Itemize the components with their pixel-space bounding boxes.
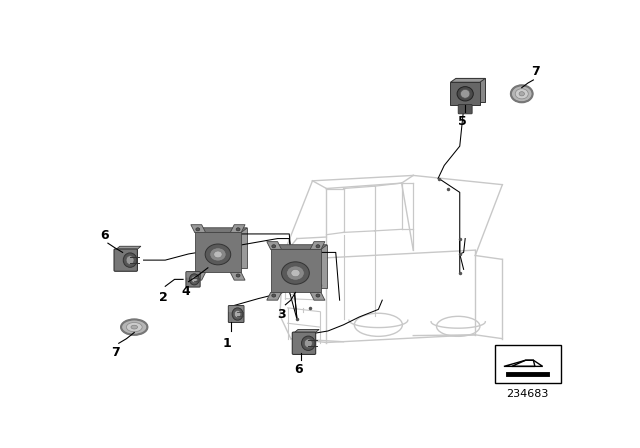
- Polygon shape: [271, 250, 321, 293]
- Ellipse shape: [121, 319, 147, 335]
- Text: 6: 6: [294, 363, 303, 376]
- Ellipse shape: [205, 244, 231, 265]
- Ellipse shape: [515, 89, 528, 99]
- Text: 4: 4: [181, 285, 190, 298]
- Polygon shape: [115, 246, 141, 250]
- Ellipse shape: [196, 274, 200, 277]
- Ellipse shape: [126, 256, 134, 264]
- Ellipse shape: [196, 228, 200, 231]
- Ellipse shape: [214, 251, 222, 258]
- Text: 1: 1: [223, 337, 232, 350]
- Ellipse shape: [124, 253, 137, 267]
- Ellipse shape: [519, 92, 524, 96]
- Ellipse shape: [282, 262, 309, 284]
- Polygon shape: [271, 245, 327, 250]
- FancyBboxPatch shape: [114, 249, 138, 271]
- Ellipse shape: [236, 274, 240, 277]
- Ellipse shape: [236, 228, 240, 231]
- Ellipse shape: [316, 245, 320, 248]
- Polygon shape: [456, 78, 485, 102]
- Polygon shape: [195, 233, 241, 272]
- Ellipse shape: [287, 266, 304, 280]
- Text: 2: 2: [159, 291, 167, 304]
- Ellipse shape: [232, 308, 243, 320]
- Ellipse shape: [234, 310, 241, 318]
- Ellipse shape: [301, 336, 315, 350]
- Polygon shape: [310, 241, 325, 250]
- Ellipse shape: [291, 269, 300, 277]
- Polygon shape: [267, 241, 282, 250]
- Ellipse shape: [131, 325, 138, 329]
- Polygon shape: [293, 329, 319, 333]
- Bar: [495, 345, 561, 383]
- Polygon shape: [230, 225, 245, 233]
- Polygon shape: [277, 245, 327, 288]
- Text: 7: 7: [531, 65, 540, 78]
- Polygon shape: [451, 78, 485, 82]
- Polygon shape: [191, 272, 205, 280]
- FancyBboxPatch shape: [292, 332, 316, 354]
- Polygon shape: [195, 228, 248, 233]
- FancyBboxPatch shape: [186, 271, 200, 287]
- Ellipse shape: [210, 248, 226, 261]
- Polygon shape: [451, 82, 480, 105]
- Polygon shape: [310, 293, 325, 300]
- Polygon shape: [201, 228, 248, 268]
- FancyBboxPatch shape: [228, 306, 244, 312]
- Ellipse shape: [457, 86, 473, 101]
- Ellipse shape: [189, 274, 199, 285]
- Text: 234683: 234683: [506, 389, 548, 400]
- Polygon shape: [191, 225, 205, 233]
- FancyBboxPatch shape: [186, 272, 200, 278]
- Ellipse shape: [126, 323, 142, 332]
- Text: 7: 7: [111, 346, 120, 359]
- Ellipse shape: [511, 85, 532, 102]
- Text: 3: 3: [277, 308, 286, 321]
- Ellipse shape: [460, 90, 470, 98]
- Polygon shape: [230, 272, 245, 280]
- Text: 6: 6: [100, 228, 109, 241]
- Polygon shape: [267, 293, 282, 300]
- Text: 5: 5: [458, 116, 467, 129]
- FancyBboxPatch shape: [228, 306, 244, 323]
- Ellipse shape: [272, 245, 276, 248]
- Ellipse shape: [316, 294, 320, 297]
- Ellipse shape: [272, 294, 276, 297]
- Ellipse shape: [305, 339, 312, 348]
- Ellipse shape: [191, 276, 197, 283]
- FancyBboxPatch shape: [458, 104, 472, 114]
